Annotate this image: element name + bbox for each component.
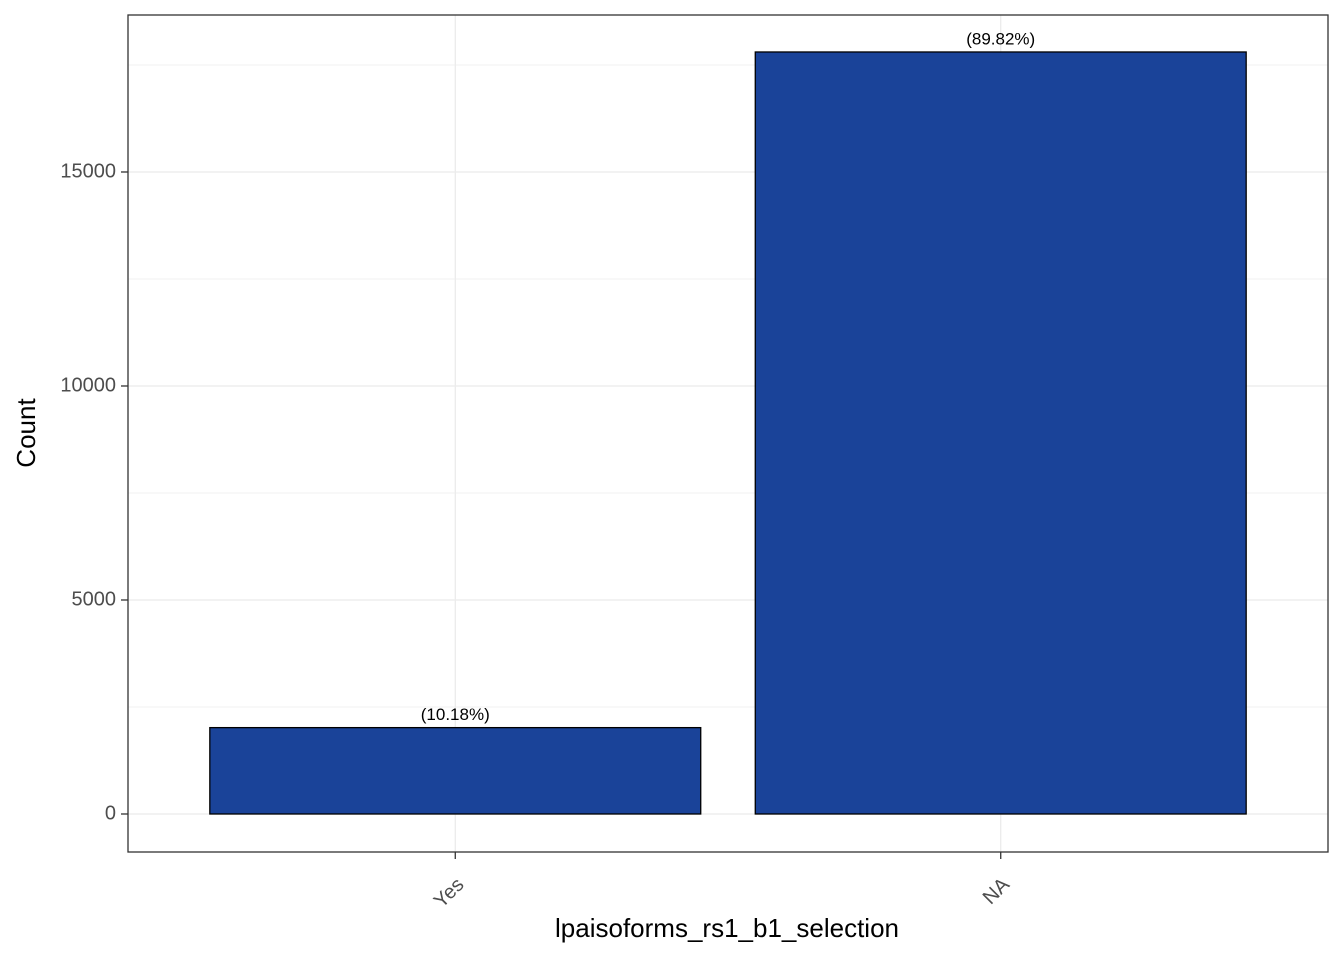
y-axis-title: Count (11, 398, 41, 468)
panel-border (127, 14, 1329, 853)
marks: (10.18%) (89.82%) (209, 29, 1247, 815)
bar-annotation: (10.18%) (421, 705, 490, 724)
bar-annotation: (89.82%) (966, 29, 1035, 48)
y-tick-label: 10000 (60, 374, 116, 396)
y-tick-label: 15000 (60, 160, 116, 182)
x-axis-title: lpaisoforms_rs1_b1_selection (555, 913, 899, 943)
y-tick-label: 5000 (72, 588, 117, 610)
bar (754, 51, 1247, 815)
bar (209, 726, 702, 815)
y-tick-label: 0 (105, 802, 116, 824)
